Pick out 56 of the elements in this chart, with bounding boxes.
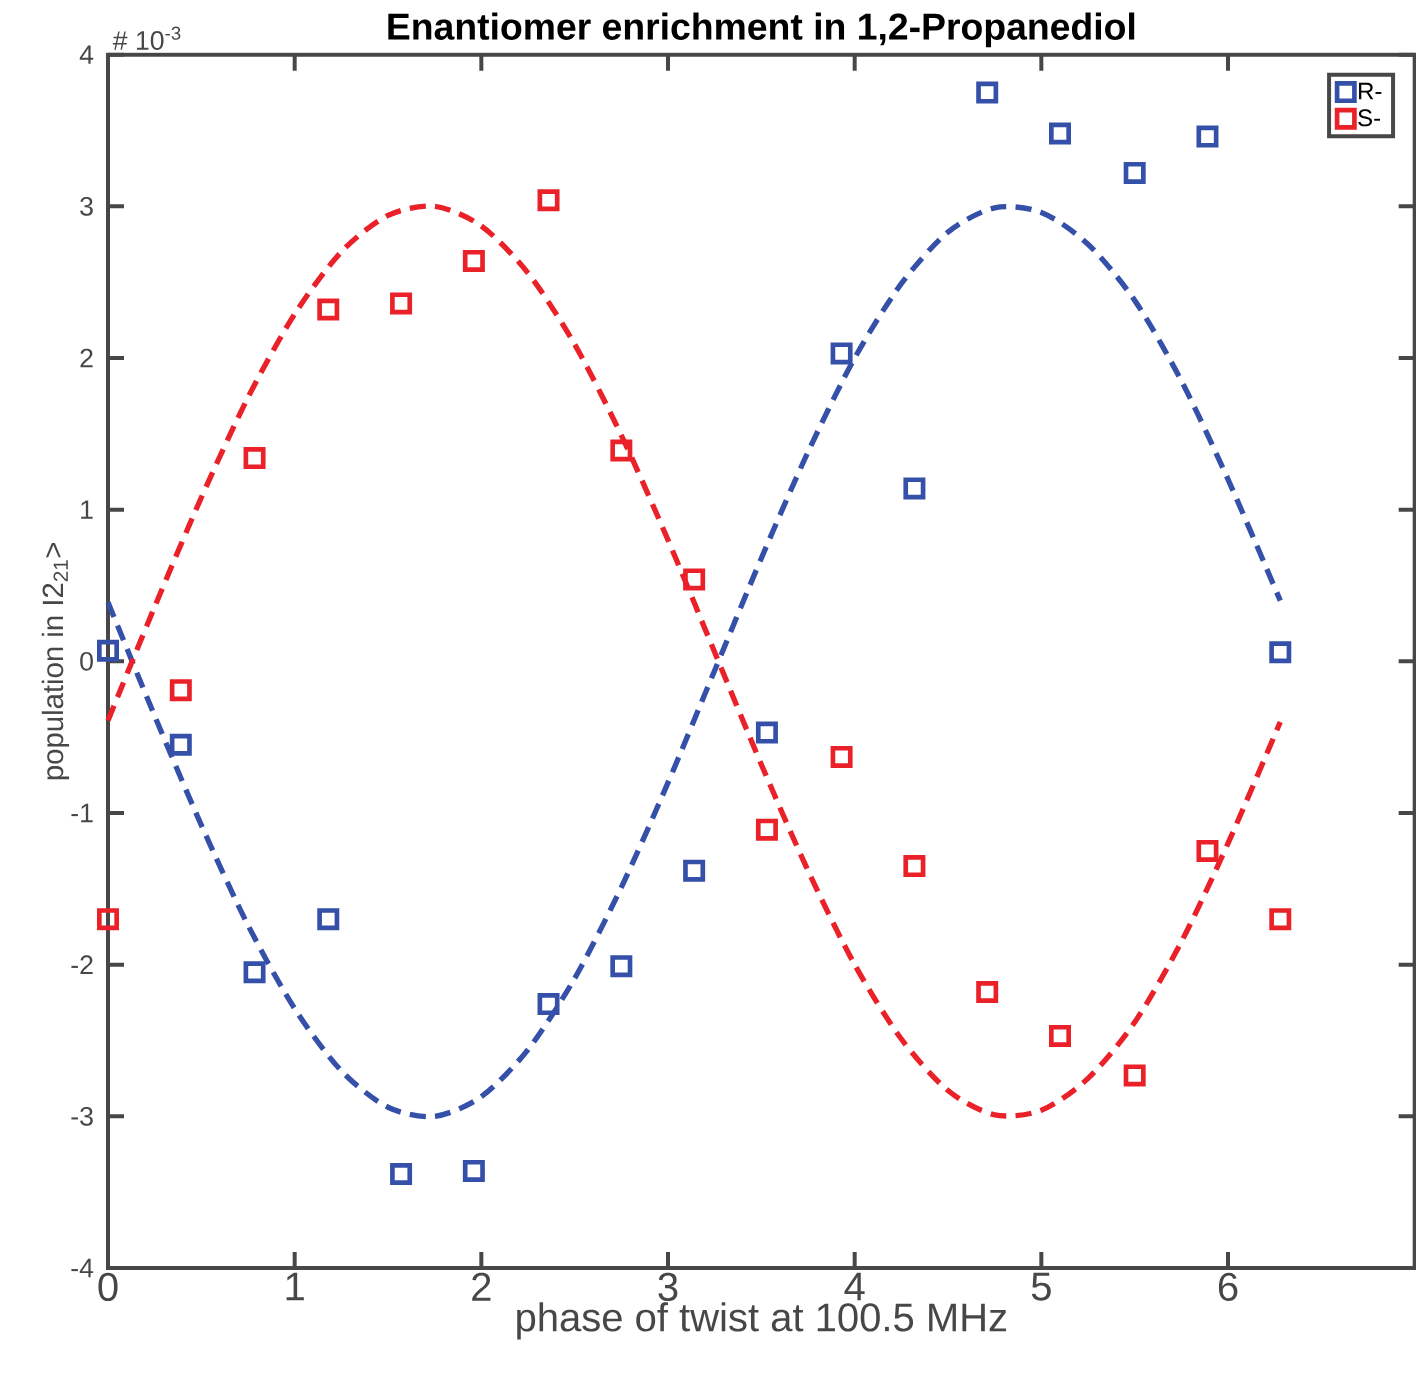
point — [1049, 1024, 1072, 1047]
point — [1049, 122, 1072, 145]
x-tick-label: 2 — [472, 1272, 491, 1301]
point — [610, 955, 633, 978]
point — [96, 639, 120, 662]
point — [1269, 641, 1292, 664]
y-tick-label: -2 — [71, 955, 93, 974]
point — [243, 961, 266, 984]
point — [830, 342, 853, 365]
point — [755, 818, 778, 841]
point — [317, 908, 340, 931]
y-tick-label: 3 — [80, 196, 93, 216]
point — [683, 568, 706, 591]
chart-title: Enantiomer enrichment in 1,2-Propanediol — [388, 12, 1135, 48]
y-tick-label: -3 — [71, 1106, 93, 1126]
x-tick-label: 1 — [286, 1272, 304, 1301]
point — [1196, 125, 1219, 148]
point — [755, 721, 778, 744]
point — [169, 733, 192, 756]
x-axis-title: phase of twist at 100.5 MHz — [517, 1302, 1007, 1340]
point — [243, 446, 266, 469]
point — [903, 854, 926, 877]
point — [537, 189, 560, 212]
point — [1269, 908, 1292, 931]
y-tick-label: 0 — [80, 651, 93, 671]
y-tick-label: 4 — [79, 45, 94, 64]
point — [1123, 161, 1146, 184]
x-tick-label: 5 — [1031, 1272, 1051, 1301]
point — [317, 298, 340, 321]
point — [976, 980, 999, 1003]
x-tick-label: 4 — [844, 1272, 865, 1301]
x-tick-label: 3 — [658, 1272, 678, 1301]
point — [462, 249, 485, 272]
y-tick-label: 2 — [80, 348, 93, 368]
point — [1123, 1064, 1146, 1087]
x-tick-label: 6 — [1218, 1272, 1238, 1301]
point — [96, 908, 120, 931]
legend-label: R- — [1359, 82, 1382, 100]
point — [1196, 839, 1219, 862]
point — [903, 477, 926, 500]
legend-label: S- — [1358, 109, 1381, 127]
point — [169, 678, 192, 701]
point — [830, 745, 853, 768]
y-tick-label: 1 — [81, 500, 93, 519]
text: # 10$^{-3}$ — [112, 26, 181, 50]
y-axis-title: population in I2$_{21}$> — [41, 542, 70, 780]
point — [683, 859, 706, 882]
y-tick-label: -1 — [71, 803, 93, 823]
point — [976, 81, 999, 104]
point — [462, 1159, 485, 1182]
point — [390, 292, 413, 315]
point — [390, 1162, 413, 1185]
y-tick-label: -4 — [71, 1258, 94, 1278]
point — [610, 439, 633, 462]
x-tick-label: 0 — [98, 1272, 118, 1301]
point — [537, 992, 560, 1015]
